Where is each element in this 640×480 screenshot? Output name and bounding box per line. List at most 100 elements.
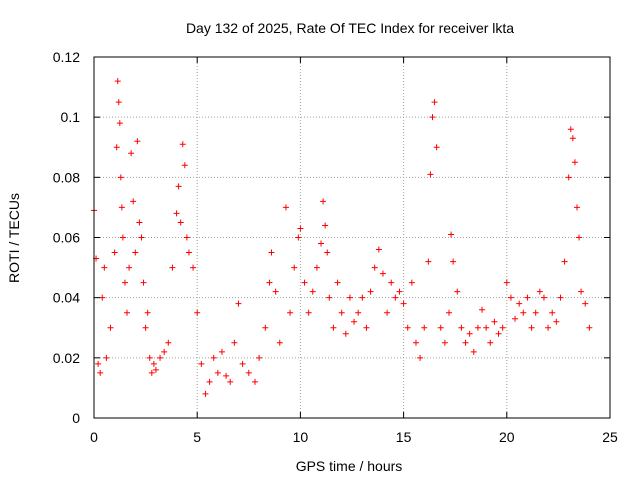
data-point xyxy=(185,249,192,256)
data-point xyxy=(276,339,283,346)
data-point xyxy=(291,264,298,271)
data-point xyxy=(450,258,457,265)
data-point xyxy=(433,144,440,151)
data-point xyxy=(287,309,294,316)
data-point xyxy=(576,234,583,241)
data-point xyxy=(540,294,547,301)
y-tick-label: 0.08 xyxy=(53,169,80,185)
data-point xyxy=(295,234,302,241)
data-point xyxy=(146,354,153,361)
data-point xyxy=(483,324,490,331)
data-point xyxy=(134,138,141,145)
data-point xyxy=(101,264,108,271)
data-point xyxy=(103,354,110,361)
data-point xyxy=(322,222,329,229)
data-point xyxy=(179,141,186,148)
data-point xyxy=(326,294,333,301)
data-point xyxy=(301,279,308,286)
data-point xyxy=(388,279,395,286)
data-point xyxy=(408,279,415,286)
data-point xyxy=(318,240,325,247)
data-point xyxy=(140,279,147,286)
data-point xyxy=(491,318,498,325)
data-point xyxy=(565,174,572,181)
data-point xyxy=(161,348,168,355)
data-point xyxy=(545,324,552,331)
data-point xyxy=(582,300,589,307)
data-point xyxy=(412,339,419,346)
data-point xyxy=(136,219,143,226)
data-point xyxy=(117,174,124,181)
data-point xyxy=(536,288,543,295)
x-tick-label: 25 xyxy=(602,429,618,445)
data-point xyxy=(528,324,535,331)
data-point xyxy=(218,348,225,355)
data-point xyxy=(214,369,221,376)
data-point xyxy=(516,300,523,307)
data-point xyxy=(549,309,556,316)
data-point xyxy=(404,324,411,331)
data-point xyxy=(431,99,438,106)
data-point xyxy=(175,183,182,190)
x-axis-label: GPS time / hours xyxy=(296,458,403,474)
data-point xyxy=(569,135,576,142)
data-point xyxy=(190,264,197,271)
x-tick-label: 0 xyxy=(90,429,98,445)
data-point xyxy=(177,219,184,226)
data-point xyxy=(367,288,374,295)
data-point xyxy=(437,324,444,331)
y-tick-label: 0.1 xyxy=(61,109,81,125)
data-point xyxy=(245,369,252,376)
data-point xyxy=(355,309,362,316)
data-point xyxy=(181,162,188,169)
data-point xyxy=(231,339,238,346)
data-point xyxy=(375,246,382,253)
data-point xyxy=(359,294,366,301)
data-point xyxy=(124,309,131,316)
data-point xyxy=(487,339,494,346)
data-point xyxy=(474,324,481,331)
data-point xyxy=(150,360,157,367)
data-point xyxy=(392,294,399,301)
x-axis-ticks: 0 5 10 15 20 25 xyxy=(90,57,618,445)
data-point xyxy=(507,294,514,301)
x-tick-label: 10 xyxy=(293,429,309,445)
data-point xyxy=(561,258,568,265)
data-point xyxy=(425,258,432,265)
y-tick-label: 0.04 xyxy=(53,290,80,306)
data-point xyxy=(324,249,331,256)
data-point xyxy=(313,264,320,271)
data-point xyxy=(429,114,436,121)
data-point xyxy=(116,120,123,127)
data-point xyxy=(239,360,246,367)
data-point xyxy=(210,354,217,361)
data-point xyxy=(235,300,242,307)
data-point xyxy=(148,369,155,376)
data-point xyxy=(309,288,316,295)
data-point xyxy=(573,204,580,211)
data-point xyxy=(128,150,135,157)
chart-title: Day 132 of 2025, Rate Of TEC Index for r… xyxy=(186,20,514,36)
data-point xyxy=(272,288,279,295)
data-point xyxy=(334,279,341,286)
data-point xyxy=(427,171,434,178)
y-tick-label: 0 xyxy=(72,410,80,426)
data-point xyxy=(470,348,477,355)
data-point xyxy=(384,309,391,316)
data-point xyxy=(113,144,120,151)
data-point xyxy=(198,360,205,367)
data-point xyxy=(454,288,461,295)
data-point xyxy=(371,264,378,271)
data-point xyxy=(305,309,312,316)
data-point xyxy=(351,318,358,325)
data-point xyxy=(346,294,353,301)
data-point xyxy=(169,264,176,271)
data-point xyxy=(466,330,473,337)
data-point xyxy=(448,231,455,238)
data-point xyxy=(99,294,106,301)
y-tick-label: 0.06 xyxy=(53,230,80,246)
grid-lines xyxy=(94,57,610,418)
data-point xyxy=(586,324,593,331)
data-point xyxy=(479,306,486,313)
